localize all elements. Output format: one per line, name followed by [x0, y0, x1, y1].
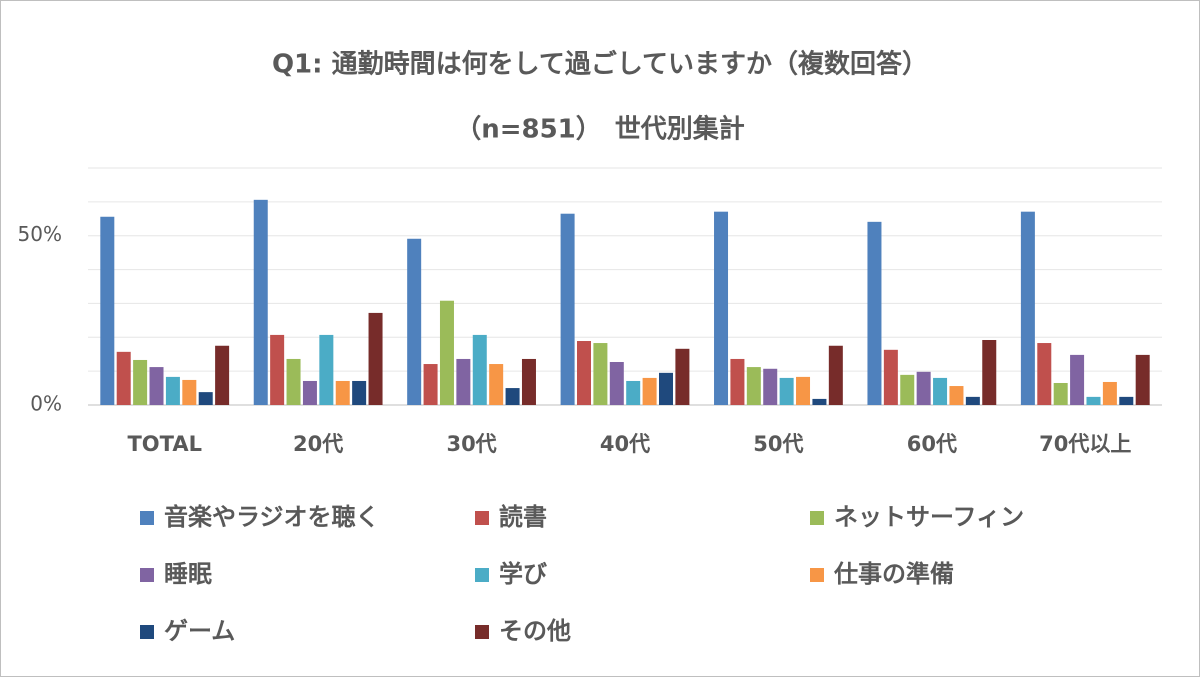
x-tick-label: 50代 — [753, 432, 803, 456]
legend-swatch — [475, 625, 489, 639]
legend-label: その他 — [499, 617, 571, 645]
legend-label: 音楽やラジオを聴く — [164, 503, 380, 531]
bar — [335, 380, 350, 405]
x-tick-label: TOTAL — [127, 432, 202, 456]
bar — [965, 396, 980, 405]
bar — [286, 358, 301, 405]
bar — [116, 351, 131, 405]
bar — [270, 334, 285, 405]
bar — [368, 312, 383, 405]
bar — [675, 348, 690, 405]
bar — [900, 374, 915, 405]
bar — [609, 362, 624, 405]
bar — [165, 376, 180, 405]
bar — [472, 334, 487, 405]
bar — [133, 359, 148, 405]
bar — [1086, 396, 1101, 405]
bar — [883, 349, 898, 405]
legend-swatch — [810, 511, 824, 525]
legend-label: ゲーム — [164, 617, 235, 645]
bar — [642, 377, 657, 405]
x-tick-label: 20代 — [293, 432, 343, 456]
bar — [319, 334, 334, 405]
legend-label: 読書 — [499, 503, 547, 531]
bar — [1135, 354, 1150, 405]
bar — [1070, 354, 1085, 405]
bar — [933, 377, 948, 405]
legend-label: 学び — [499, 560, 547, 588]
bar — [982, 339, 997, 405]
bar — [198, 392, 213, 405]
bar — [867, 221, 882, 405]
bar — [100, 216, 115, 405]
bar — [521, 358, 536, 405]
bar — [302, 380, 317, 405]
bar — [1053, 382, 1068, 405]
bar — [746, 367, 761, 405]
bar — [407, 238, 422, 405]
bar — [505, 388, 520, 405]
chart-title: Q1: 通勤時間は何をして過ごしていますか（複数回答） — [272, 49, 928, 80]
x-tick-label: 60代 — [907, 432, 957, 456]
bar — [423, 364, 438, 405]
bar — [253, 199, 268, 405]
bar — [1102, 381, 1117, 405]
bar — [352, 380, 367, 405]
legend-swatch — [810, 568, 824, 582]
bar — [456, 358, 471, 405]
legend-swatch — [140, 568, 154, 582]
legend-swatch — [140, 625, 154, 639]
y-tick-label: 0% — [30, 392, 62, 416]
bar — [730, 358, 745, 405]
bar — [560, 213, 575, 405]
legend-label: 仕事の準備 — [833, 560, 954, 588]
bar — [489, 364, 504, 405]
bar — [779, 377, 794, 405]
bar — [626, 380, 641, 405]
bar — [916, 371, 931, 405]
y-tick-label: 50% — [18, 222, 62, 246]
bar — [149, 367, 164, 405]
bar — [828, 345, 843, 405]
bar — [763, 368, 778, 405]
bar — [1119, 396, 1134, 405]
bar — [1037, 343, 1052, 405]
bar — [659, 372, 673, 405]
legend-swatch — [475, 511, 489, 525]
bar — [796, 376, 811, 405]
bar — [577, 341, 591, 405]
bar — [714, 211, 729, 405]
legend-swatch — [475, 568, 489, 582]
x-tick-label: 70代以上 — [1039, 432, 1131, 456]
bar — [182, 379, 197, 405]
legend-label: 睡眠 — [164, 560, 212, 588]
bar — [812, 398, 827, 405]
bar — [1020, 211, 1035, 405]
legend-swatch — [140, 511, 154, 525]
bar — [593, 343, 608, 405]
x-tick-label: 40代 — [600, 432, 650, 456]
chart-subtitle: （n=851） 世代別集計 — [455, 114, 745, 145]
legend-label: ネットサーフィン — [834, 503, 1024, 531]
bar — [439, 300, 454, 405]
bar — [215, 345, 230, 405]
bar — [949, 386, 964, 405]
x-tick-label: 30代 — [446, 432, 496, 456]
